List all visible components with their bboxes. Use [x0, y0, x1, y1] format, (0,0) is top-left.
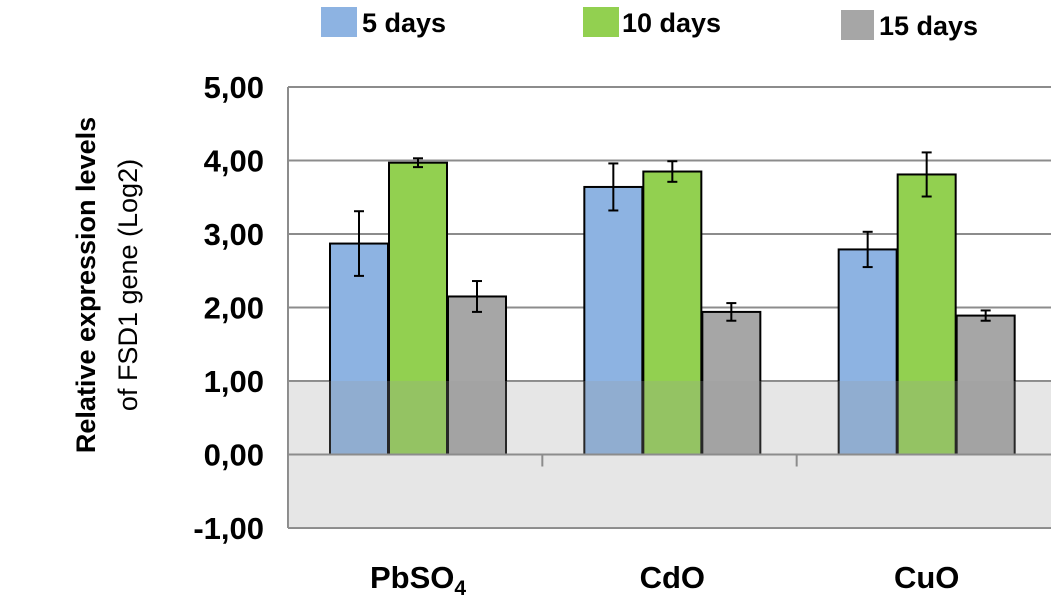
legend-swatch-10-days	[583, 7, 619, 37]
y-axis-title: Relative expression levels of FSD1 gene …	[71, 117, 143, 453]
y-tick-label: -1,00	[193, 511, 264, 546]
y-axis-title-line2: of FSD1 gene (Log2)	[113, 159, 143, 411]
legend-label-5-days: 5 days	[362, 8, 446, 38]
y-axis-title-line1: Relative expression levels	[71, 117, 101, 453]
legend-swatch-5-days	[321, 7, 357, 37]
legend: 5 days 10 days 15 days	[321, 7, 978, 41]
x-tick-label: PbSO4	[370, 560, 466, 595]
legend-label-15-days: 15 days	[879, 11, 978, 41]
y-tick-label: 1,00	[204, 364, 264, 399]
y-tick-label: 3,00	[204, 217, 264, 252]
x-tick-label: CdO	[640, 560, 705, 595]
y-tick-label: 5,00	[204, 70, 264, 105]
x-tick-label: CuO	[894, 560, 959, 595]
legend-swatch-15-days	[841, 10, 874, 40]
bar	[329, 242, 389, 456]
y-tick-label: 0,00	[204, 438, 264, 473]
legend-label-10-days: 10 days	[622, 8, 721, 38]
y-tick-label: 4,00	[204, 144, 264, 179]
y-tick-label: 2,00	[204, 291, 264, 326]
plot-area: 5,00 4,00 3,00 2,00 1,00 0,00 -1,00 PbSO4 CdO CuO	[193, 70, 1051, 595]
bar	[701, 310, 762, 456]
